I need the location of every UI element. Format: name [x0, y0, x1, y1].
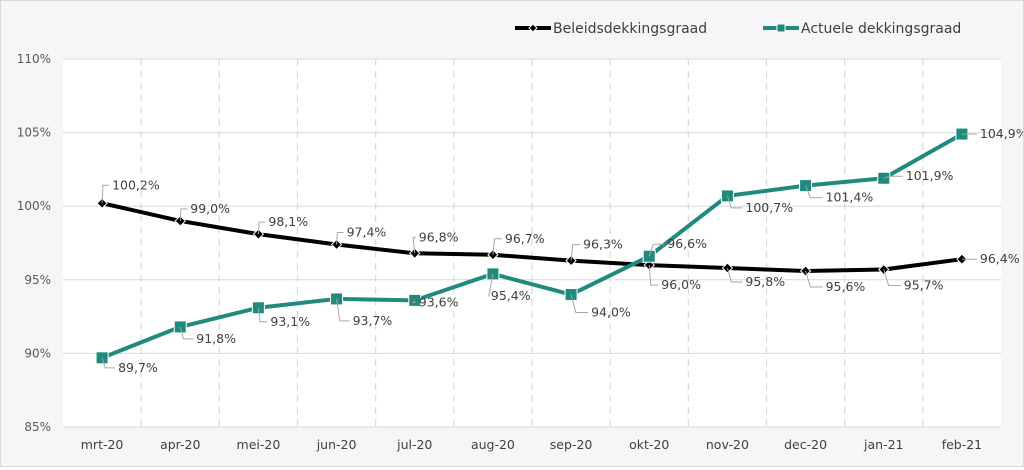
data-label: 104,9%: [980, 126, 1023, 141]
data-label: 97,4%: [347, 224, 387, 239]
data-label: 93,6%: [419, 294, 459, 309]
leader-line: [257, 307, 268, 323]
legend: Beleidsdekkingsgraad Actuele dekkingsgraa…: [515, 21, 961, 37]
leader-line: [412, 236, 416, 254]
y-tick-label: 90%: [24, 346, 51, 360]
y-axis: 85% 90% 95% 100% 105% 110%: [17, 52, 51, 434]
leader-line: [101, 184, 110, 204]
x-tick-label: jan-21: [863, 437, 903, 452]
data-label: 100,2%: [112, 177, 160, 192]
data-label: 91,8%: [196, 331, 236, 346]
x-tick-label: mei-20: [237, 437, 281, 452]
x-axis: mrt-20 apr-20 mei-20 jun-20 jul-20 aug-20 sep-…: [81, 437, 982, 452]
leader-line: [805, 270, 823, 288]
data-label: 93,7%: [353, 313, 393, 328]
leader-line: [336, 231, 344, 245]
x-tick-label: feb-21: [942, 437, 982, 452]
leader-line: [101, 357, 116, 369]
y-tick-label: 110%: [17, 52, 51, 66]
leader-line: [883, 175, 903, 179]
legend-marker-square: [776, 23, 786, 33]
leader-line: [883, 269, 901, 286]
data-label: 96,4%: [980, 251, 1020, 266]
grid: [63, 58, 1001, 428]
data-label: 95,7%: [904, 277, 944, 292]
data-label: 96,0%: [661, 277, 701, 292]
data-label: 95,6%: [826, 279, 866, 294]
x-tick-label: sep-20: [550, 437, 593, 452]
x-tick-label: nov-20: [706, 437, 749, 452]
data-label: 94,0%: [591, 305, 631, 320]
leader-line: [726, 267, 743, 283]
series-line-actuele-dekkingsgraad: [101, 132, 963, 360]
y-tick-label: 100%: [17, 199, 51, 213]
legend-marker-diamond: [528, 23, 538, 33]
leader-line: [179, 208, 188, 221]
data-label: 89,7%: [118, 360, 158, 375]
x-tick-label: aug-20: [471, 437, 515, 452]
leader-line: [492, 238, 502, 255]
leader-line: [726, 195, 743, 209]
legend-label: Beleidsdekkingsgraad: [553, 21, 707, 37]
leader-line: [179, 326, 194, 340]
x-tick-label: jul-20: [396, 437, 432, 452]
leader-line: [336, 298, 350, 322]
data-label: 96,7%: [505, 231, 545, 246]
data-label: 93,1%: [270, 314, 310, 329]
x-tick-label: dec-20: [784, 437, 827, 452]
leader-line: [257, 221, 266, 235]
x-tick-label: okt-20: [629, 437, 669, 452]
data-label: 96,6%: [667, 236, 707, 251]
data-label: 101,9%: [906, 168, 954, 183]
y-tick-label: 105%: [17, 126, 51, 140]
data-label: 96,3%: [583, 237, 623, 252]
data-label: 96,8%: [419, 229, 459, 244]
x-tick-label: jun-20: [316, 437, 357, 452]
leader-line: [805, 185, 823, 199]
data-label: 98,1%: [268, 214, 308, 229]
data-label: 99,0%: [190, 201, 230, 216]
y-tick-label: 85%: [24, 420, 51, 434]
leader-line: [487, 273, 494, 297]
y-tick-label: 95%: [24, 273, 51, 287]
x-tick-label: mrt-20: [81, 437, 124, 452]
legend-label: Actuele dekkingsgraad: [801, 21, 961, 37]
data-labels: 100,2% 99,0% 98,1% 97,4% 96,8% 96,7% 96,3% 96,0…: [101, 126, 1024, 375]
data-label: 95,4%: [491, 288, 531, 303]
leader-line: [570, 244, 581, 261]
data-label: 95,8%: [745, 274, 785, 289]
leader-line: [648, 265, 659, 286]
series-line-beleidsdekkingsgraad: [101, 201, 963, 273]
data-label: 100,7%: [745, 200, 793, 215]
x-tick-label: apr-20: [160, 437, 200, 452]
leader-line: [570, 294, 589, 314]
leader-line: [412, 300, 416, 303]
data-label: 101,4%: [826, 190, 874, 205]
leader-line: [648, 243, 665, 257]
